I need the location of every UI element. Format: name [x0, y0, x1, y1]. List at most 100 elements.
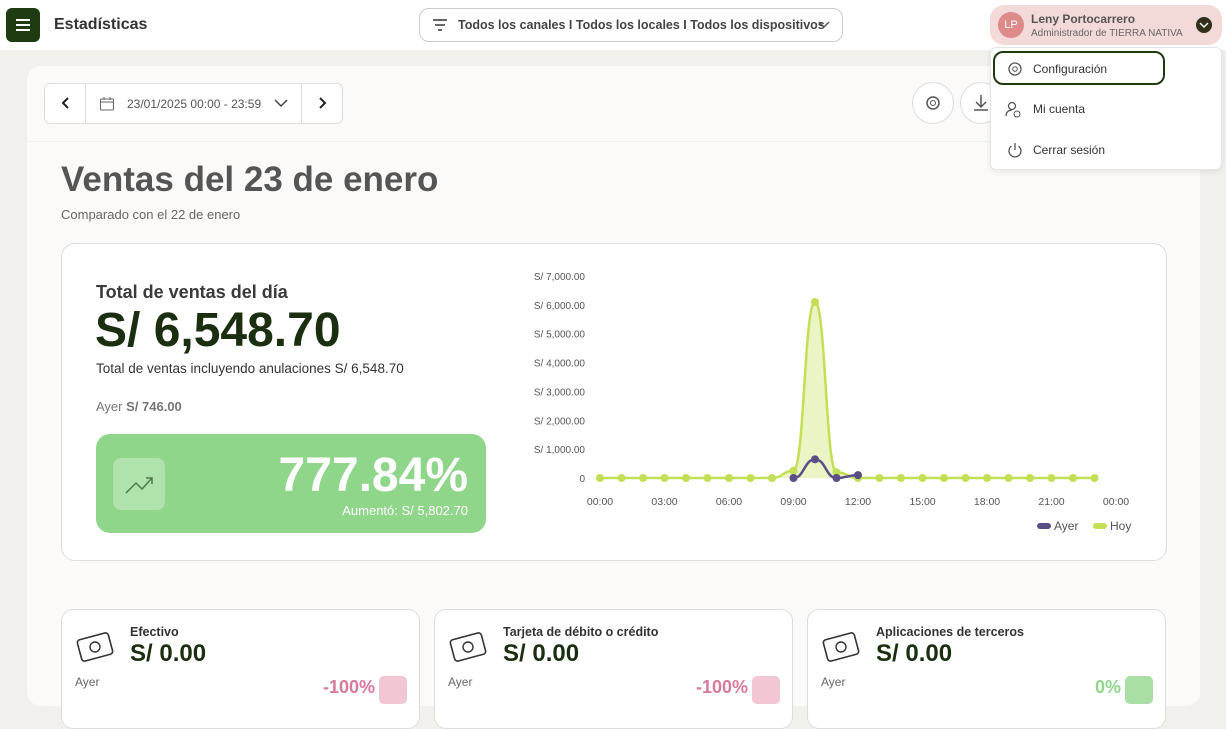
user-button[interactable]: LP Leny Portocarrero Administrador de TI… [990, 5, 1222, 45]
yesterday: Ayer S/ 746.00 [96, 399, 182, 414]
app-title: Estadísticas [54, 16, 148, 33]
change-value: 777.84% [278, 449, 469, 502]
date-range[interactable]: 23/01/2025 00:00 - 23:59 [127, 97, 262, 111]
data-point [789, 466, 798, 475]
trend-icon [113, 458, 165, 510]
x-tick-label: 00:00 [587, 496, 613, 508]
data-point [746, 474, 755, 482]
user-name: Leny Portocarrero [1031, 12, 1136, 26]
yesterday-value: S/ 746.00 [126, 399, 182, 414]
menu-item[interactable]: Mi cuenta [993, 92, 1165, 126]
payment-title: Tarjeta de débito o crédito [503, 625, 659, 639]
data-point [940, 474, 948, 482]
y-tick-label: S/ 5,000.00 [534, 330, 586, 341]
menu-label: Configuración [1033, 62, 1108, 76]
y-tick-label: S/ 3,000.00 [534, 387, 586, 398]
divider [27, 141, 1200, 142]
x-tick-label: 21:00 [1038, 496, 1064, 508]
change-icon [752, 676, 780, 704]
change-icon [379, 676, 407, 704]
user-caret [1196, 17, 1212, 33]
data-point [875, 474, 884, 482]
filter-text: Todos los canales I Todos los locales I … [458, 18, 825, 32]
data-point [854, 471, 862, 480]
data-point [811, 455, 819, 464]
data-point [1090, 474, 1099, 482]
data-point [703, 474, 712, 482]
menu-item[interactable]: Configuración [993, 51, 1165, 85]
summary-note: Total de ventas incluyendo anulaciones S… [96, 361, 404, 376]
user-role: Administrador de TIERRA NATIVA [1031, 28, 1183, 39]
y-tick-label: 0 [579, 474, 585, 485]
data-point [961, 474, 970, 482]
data-point [789, 474, 798, 482]
data-point [639, 474, 647, 482]
menu-label: Cerrar sesión [1033, 143, 1106, 157]
avatar: LP [998, 12, 1024, 38]
data-point [918, 474, 927, 482]
y-tick-label: S/ 4,000.00 [534, 359, 586, 370]
data-point [596, 474, 604, 482]
prev-day[interactable] [45, 84, 86, 123]
payment-yesterday: Ayer [75, 675, 100, 689]
legend-label: Ayer [1054, 519, 1078, 533]
x-tick-label: 09:00 [780, 496, 806, 508]
legend-label: Hoy [1110, 519, 1131, 533]
payment-change: -100% [695, 677, 748, 697]
menu-item[interactable]: Cerrar sesión [993, 133, 1165, 167]
series-line [793, 458, 859, 480]
next-day[interactable] [301, 84, 342, 123]
payment-title: Efectivo [130, 625, 179, 639]
increase: Aumentó: S/ 5,802.70 [342, 503, 468, 518]
series-area [600, 301, 1095, 478]
payment-icon [448, 626, 492, 670]
payment-yesterday: Ayer [821, 675, 846, 689]
payment-change: -100% [322, 677, 375, 697]
data-point [1047, 474, 1056, 482]
payment-value: S/ 0.00 [130, 640, 207, 667]
y-tick-label: S/ 2,000.00 [534, 416, 586, 427]
settings-button[interactable] [912, 82, 954, 124]
data-point [1026, 474, 1034, 482]
data-point [832, 468, 841, 477]
payment-icon [75, 626, 119, 670]
data-point [768, 474, 776, 482]
summary-label: Total de ventas del día [96, 282, 288, 302]
data-point [897, 474, 905, 482]
heading: Ventas del 23 de enero [61, 160, 439, 199]
user-menu: Configuración Mi cuenta Cerrar sesión [990, 47, 1222, 170]
data-point [1004, 474, 1013, 482]
payment-value: S/ 0.00 [503, 640, 580, 667]
data-point [983, 474, 991, 482]
payment-title: Aplicaciones de terceros [876, 625, 1024, 639]
payment-value: S/ 0.00 [876, 640, 953, 667]
x-tick-label: 18:00 [974, 496, 1000, 508]
y-tick-label: S/ 1,000.00 [534, 445, 586, 456]
payment-icon [821, 626, 865, 670]
data-point [660, 474, 669, 482]
menu-button[interactable] [6, 8, 40, 42]
x-tick-label: 06:00 [716, 496, 742, 508]
change-icon [1125, 676, 1153, 704]
summary-total: S/ 6,548.70 [95, 304, 341, 357]
sales-chart: 0 S/ 1,000.00 S/ 2,000.00 S/ 3,000.00 S/ 4,0… [534, 272, 1132, 533]
x-tick-label: 03:00 [651, 496, 677, 508]
yesterday-label: Ayer [96, 399, 123, 414]
data-point [725, 474, 733, 482]
y-tick-label: S/ 7,000.00 [534, 272, 586, 283]
legend-swatch [1093, 523, 1107, 529]
x-tick-label: 00:00 [1103, 496, 1129, 508]
menu-label: Mi cuenta [1033, 102, 1086, 116]
data-point [682, 474, 690, 482]
data-point [1069, 474, 1077, 482]
data-point [811, 297, 819, 306]
payment-change: 0% [1094, 677, 1121, 697]
y-tick-label: S/ 6,000.00 [534, 301, 586, 312]
data-point [832, 474, 841, 482]
filter[interactable]: Todos los canales I Todos los locales I … [419, 8, 843, 42]
legend-swatch [1037, 523, 1051, 529]
series-line [600, 300, 1095, 480]
change-box: 777.84% Aumentó: S/ 5,802.70 [96, 434, 486, 533]
data-point [617, 474, 626, 482]
